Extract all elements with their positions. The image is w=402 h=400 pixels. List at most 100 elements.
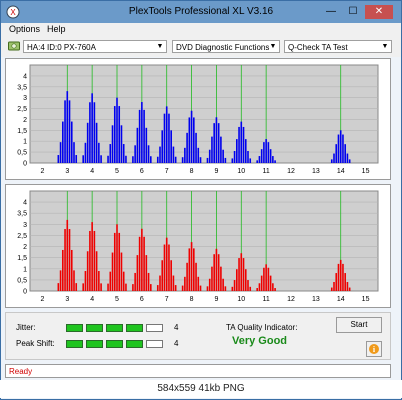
data-bar: [217, 254, 220, 291]
data-bar: [193, 248, 195, 291]
x-tick-label: 2: [40, 296, 44, 303]
data-bar: [220, 266, 222, 291]
data-bar: [59, 142, 62, 163]
data-bar: [93, 230, 96, 291]
data-bar: [98, 271, 100, 291]
data-bar: [211, 136, 213, 163]
data-bar: [330, 159, 333, 163]
data-bar: [333, 153, 335, 163]
data-bar: [208, 278, 211, 291]
y-tick-label: 2: [23, 117, 27, 124]
data-bar: [91, 93, 93, 163]
data-bar: [242, 258, 245, 291]
data-bar: [138, 236, 141, 291]
data-bar: [197, 276, 200, 291]
data-bar: [195, 262, 197, 291]
menu-bar: Options Help: [1, 23, 401, 37]
x-tick-label: 15: [362, 296, 370, 303]
drive-select[interactable]: HA:4 ID:0 PX-760A ▼: [23, 40, 167, 53]
data-bar: [86, 122, 89, 163]
jitter-led: [106, 324, 123, 332]
menu-options[interactable]: Options: [9, 24, 41, 34]
x-tick-label: 13: [312, 168, 320, 175]
data-bar: [188, 117, 191, 163]
data-bar: [208, 149, 211, 163]
data-bar: [174, 285, 177, 291]
data-bar: [134, 145, 136, 163]
data-bar: [242, 126, 245, 163]
data-bar: [170, 260, 172, 291]
data-bar: [220, 136, 222, 163]
data-bar: [247, 150, 249, 163]
data-bar: [215, 117, 218, 163]
app-logo-icon: X: [6, 5, 20, 19]
y-tick-label: 1,5: [17, 255, 27, 262]
data-bar: [156, 285, 159, 291]
maximize-button[interactable]: ☐: [348, 6, 358, 17]
data-bar: [260, 149, 263, 163]
jitter-led: [146, 324, 163, 332]
data-bar: [68, 100, 71, 163]
data-bar: [138, 109, 141, 163]
toolbar: HA:4 ID:0 PX-760A ▼ DVD Diagnostic Funct…: [1, 37, 401, 57]
close-button[interactable]: ✕: [365, 5, 393, 19]
minimize-button[interactable]: —: [326, 6, 336, 17]
data-bar: [163, 244, 166, 291]
data-bar: [168, 244, 170, 291]
plot-area: [29, 64, 379, 164]
data-bar: [193, 117, 195, 163]
y-tick-label: 0: [23, 161, 27, 168]
data-bar: [339, 130, 342, 163]
x-tick-label: 2: [40, 168, 44, 175]
data-bar: [240, 253, 243, 291]
test-select[interactable]: Q-Check TA Test ▼: [284, 40, 392, 53]
function-select[interactable]: DVD Diagnostic Functions ▼: [172, 40, 280, 53]
data-bar: [195, 132, 197, 163]
peak-shift-led: [106, 340, 123, 348]
data-bar: [244, 139, 247, 163]
data-bar: [222, 278, 224, 291]
data-bar: [172, 275, 175, 291]
data-bar: [188, 248, 191, 291]
data-bar: [66, 91, 69, 163]
chevron-down-icon: ▼: [156, 43, 164, 50]
y-tick-label: 3: [23, 95, 27, 102]
data-bar: [75, 283, 78, 291]
x-tick-label: 3: [65, 168, 69, 175]
data-bar: [95, 251, 98, 291]
data-bar: [136, 127, 139, 163]
drive-select-value: HA:4 ID:0 PX-760A: [27, 43, 96, 52]
data-bar: [84, 271, 87, 291]
data-bar: [125, 283, 127, 291]
menu-help[interactable]: Help: [47, 24, 66, 34]
peak-shift-led: [66, 340, 83, 348]
y-tick-label: 1: [23, 139, 27, 146]
data-bar: [73, 142, 75, 163]
data-bar: [143, 109, 145, 163]
data-bar: [100, 283, 102, 291]
y-tick-label: 2,5: [17, 106, 27, 113]
status-bar: Ready: [5, 364, 391, 378]
data-bar: [339, 259, 342, 291]
data-bar: [274, 288, 276, 291]
data-bar: [57, 283, 60, 291]
data-bar: [258, 156, 261, 163]
info-button[interactable]: i: [366, 341, 382, 357]
data-bar: [337, 134, 340, 163]
data-bar: [238, 126, 240, 163]
x-tick-label: 6: [140, 168, 144, 175]
y-tick-label: 0: [23, 289, 27, 296]
data-bar: [342, 134, 344, 163]
data-bar: [244, 269, 247, 291]
chevron-down-icon: ▼: [381, 43, 389, 50]
data-bar: [165, 106, 168, 163]
data-bar: [170, 130, 172, 163]
start-button[interactable]: Start: [336, 317, 382, 333]
data-bar: [330, 287, 333, 291]
peak-shift-value: 4: [174, 339, 179, 348]
x-tick-label: 14: [337, 168, 345, 175]
plot-area: [29, 190, 379, 292]
y-tick-label: 3,5: [17, 84, 27, 91]
data-bar: [224, 157, 227, 163]
data-bar: [186, 262, 188, 291]
